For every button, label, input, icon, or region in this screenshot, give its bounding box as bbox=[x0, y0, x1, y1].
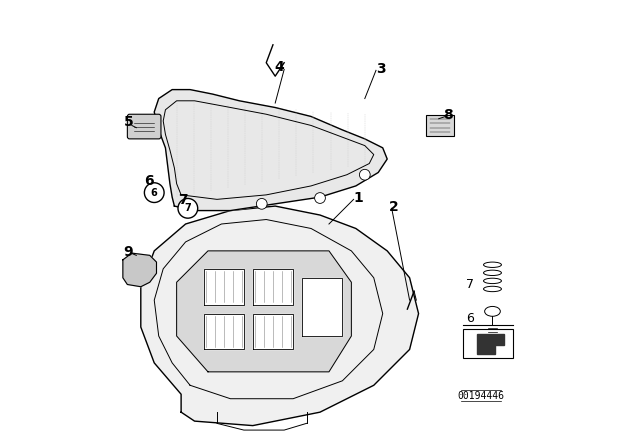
FancyBboxPatch shape bbox=[426, 115, 454, 136]
Polygon shape bbox=[253, 269, 293, 305]
Circle shape bbox=[178, 198, 198, 218]
Polygon shape bbox=[204, 269, 244, 305]
Circle shape bbox=[360, 169, 370, 180]
Polygon shape bbox=[477, 334, 504, 354]
Text: 7: 7 bbox=[184, 203, 191, 213]
Text: 1: 1 bbox=[353, 191, 363, 205]
Polygon shape bbox=[123, 253, 157, 287]
Polygon shape bbox=[141, 206, 419, 426]
Text: 2: 2 bbox=[389, 200, 399, 214]
Polygon shape bbox=[253, 314, 293, 349]
Polygon shape bbox=[154, 90, 387, 211]
Text: 6: 6 bbox=[151, 188, 157, 198]
Circle shape bbox=[257, 198, 267, 209]
Circle shape bbox=[145, 183, 164, 202]
Text: 6: 6 bbox=[466, 311, 474, 325]
Text: 3: 3 bbox=[376, 61, 385, 76]
Polygon shape bbox=[204, 314, 244, 349]
Text: 7: 7 bbox=[179, 193, 188, 207]
Text: 00194446: 00194446 bbox=[458, 392, 505, 401]
Text: 7: 7 bbox=[466, 278, 474, 291]
FancyBboxPatch shape bbox=[127, 114, 161, 139]
Text: 6: 6 bbox=[144, 174, 154, 189]
Polygon shape bbox=[177, 251, 351, 372]
Text: 8: 8 bbox=[443, 108, 452, 122]
Bar bbox=[463, 329, 513, 358]
Circle shape bbox=[315, 193, 325, 203]
Polygon shape bbox=[302, 278, 342, 336]
Text: 4: 4 bbox=[275, 60, 285, 74]
Text: 9: 9 bbox=[123, 245, 132, 259]
Text: 5: 5 bbox=[124, 115, 134, 129]
